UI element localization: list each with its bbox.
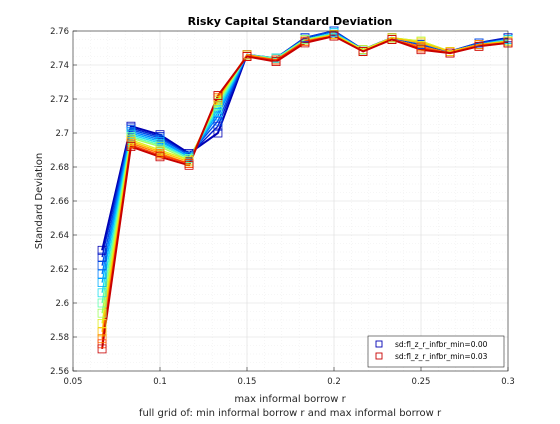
series-7-marker (97, 308, 107, 318)
series-markers (97, 26, 513, 354)
y-tick-label: 2.62 (50, 265, 69, 275)
series-12-marker (242, 52, 252, 61)
legend-box (367, 335, 505, 368)
series-12-marker (213, 91, 223, 100)
series-3-marker (97, 269, 107, 279)
series-12-marker (329, 31, 339, 41)
x-tick-label: 0.1 (153, 377, 167, 387)
y-tick-label: 2.7 (55, 129, 69, 139)
series-2-marker (97, 261, 107, 271)
series-line-12 (101, 35, 509, 350)
series-5-marker (97, 288, 107, 298)
y-axis-label: Standard Deviation (34, 153, 45, 250)
series-8-marker (97, 318, 107, 328)
series-0-marker (213, 128, 223, 138)
y-tick-label: 2.6 (55, 299, 69, 309)
series-12-marker (97, 344, 107, 354)
legend-marker-last (375, 352, 383, 360)
series-12-marker (358, 47, 368, 56)
chart-title: Risky Capital Standard Deviation (188, 15, 393, 28)
x-tick-label: 0.15 (238, 377, 257, 387)
series-12-marker (474, 41, 484, 51)
series-12-marker (126, 142, 136, 152)
series-12-marker (155, 152, 165, 162)
series-6-marker (97, 298, 107, 308)
series-12-marker (300, 38, 310, 48)
series-1-marker (213, 121, 223, 131)
series-12-marker (387, 35, 397, 44)
series-12-marker (271, 57, 281, 66)
series-2-marker (213, 116, 223, 126)
y-tick-label: 2.72 (50, 95, 69, 105)
x-tick-label: 0.25 (412, 377, 431, 387)
y-tick-label: 2.58 (50, 333, 69, 343)
series-4-marker (97, 278, 107, 288)
y-tick-label: 2.64 (50, 231, 69, 241)
series-11-marker (97, 339, 107, 349)
legend-label-last: sd:fl_z_r_infbr_min=0.03 (395, 352, 488, 361)
y-tick-label: 2.74 (50, 61, 69, 71)
y-tick-label: 2.68 (50, 163, 69, 173)
series-1-marker (97, 252, 107, 262)
series-10-marker (97, 334, 107, 344)
legend-marker-first (375, 340, 383, 348)
legend-label-first: sd:fl_z_r_infbr_min=0.00 (395, 340, 488, 349)
x-tick-label: 0.3 (501, 377, 515, 387)
series-12-marker (184, 160, 194, 170)
axis-ticks: 0.05 0.1 0.15 0.2 0.25 0.3 2.56 2.58 2.6 2.62 2.64… (50, 27, 515, 387)
y-tick-label: 2.66 (50, 197, 69, 207)
x-tick-label: 0.2 (327, 377, 341, 387)
series-12-marker (416, 45, 426, 55)
x-tick-label: 0.05 (64, 377, 83, 387)
series-lines (101, 30, 509, 350)
y-tick-label: 2.76 (50, 27, 69, 37)
legend: sd:fl_z_r_infbr_min=0.00 sd:fl_z_r_infbr… (367, 335, 505, 368)
y-tick-label: 2.56 (50, 367, 69, 377)
x-axis-label: max informal borrow r (234, 394, 346, 405)
series-0-marker (97, 245, 107, 255)
series-12-marker (445, 48, 455, 58)
footer-label: full grid of: min informal borrow r and … (139, 408, 442, 419)
series-9-marker (97, 327, 107, 337)
